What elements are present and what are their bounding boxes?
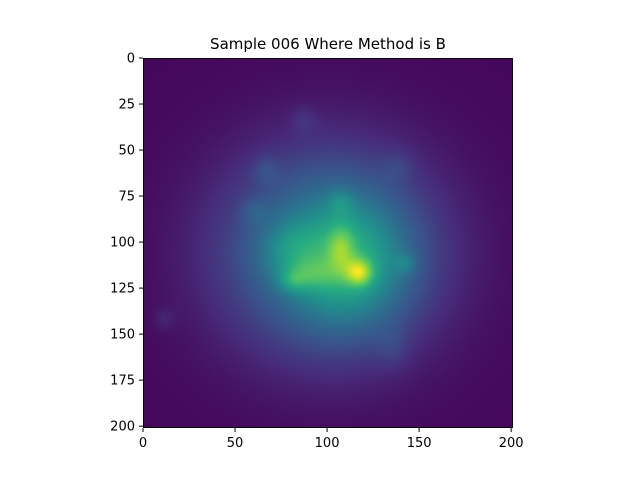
x-tick-label: 150 xyxy=(407,436,432,451)
x-tick-label: 200 xyxy=(499,436,524,451)
y-axis: 0 25 50 75 100 125 150 175 200 xyxy=(110,52,143,435)
x-tick-label: 0 xyxy=(139,436,147,451)
plot-area xyxy=(143,58,513,428)
y-tick-label: 25 xyxy=(118,98,135,113)
x-axis: 0 50 100 150 200 xyxy=(139,428,524,451)
y-tick-label: 75 xyxy=(118,190,135,205)
y-tick-label: 50 xyxy=(118,144,135,159)
y-tick-label: 0 xyxy=(127,52,135,67)
plot-frame xyxy=(143,58,513,428)
y-tick-label: 150 xyxy=(110,328,135,343)
y-tick-label: 100 xyxy=(110,236,135,251)
y-tick-label: 125 xyxy=(110,282,135,297)
x-tick-label: 50 xyxy=(227,436,244,451)
y-tick-label: 175 xyxy=(110,374,135,389)
y-tick-label: 200 xyxy=(110,420,135,435)
x-tick-label: 100 xyxy=(315,436,340,451)
chart-title: Sample 006 Where Method is B xyxy=(210,35,446,53)
heatmap-image xyxy=(143,58,513,428)
